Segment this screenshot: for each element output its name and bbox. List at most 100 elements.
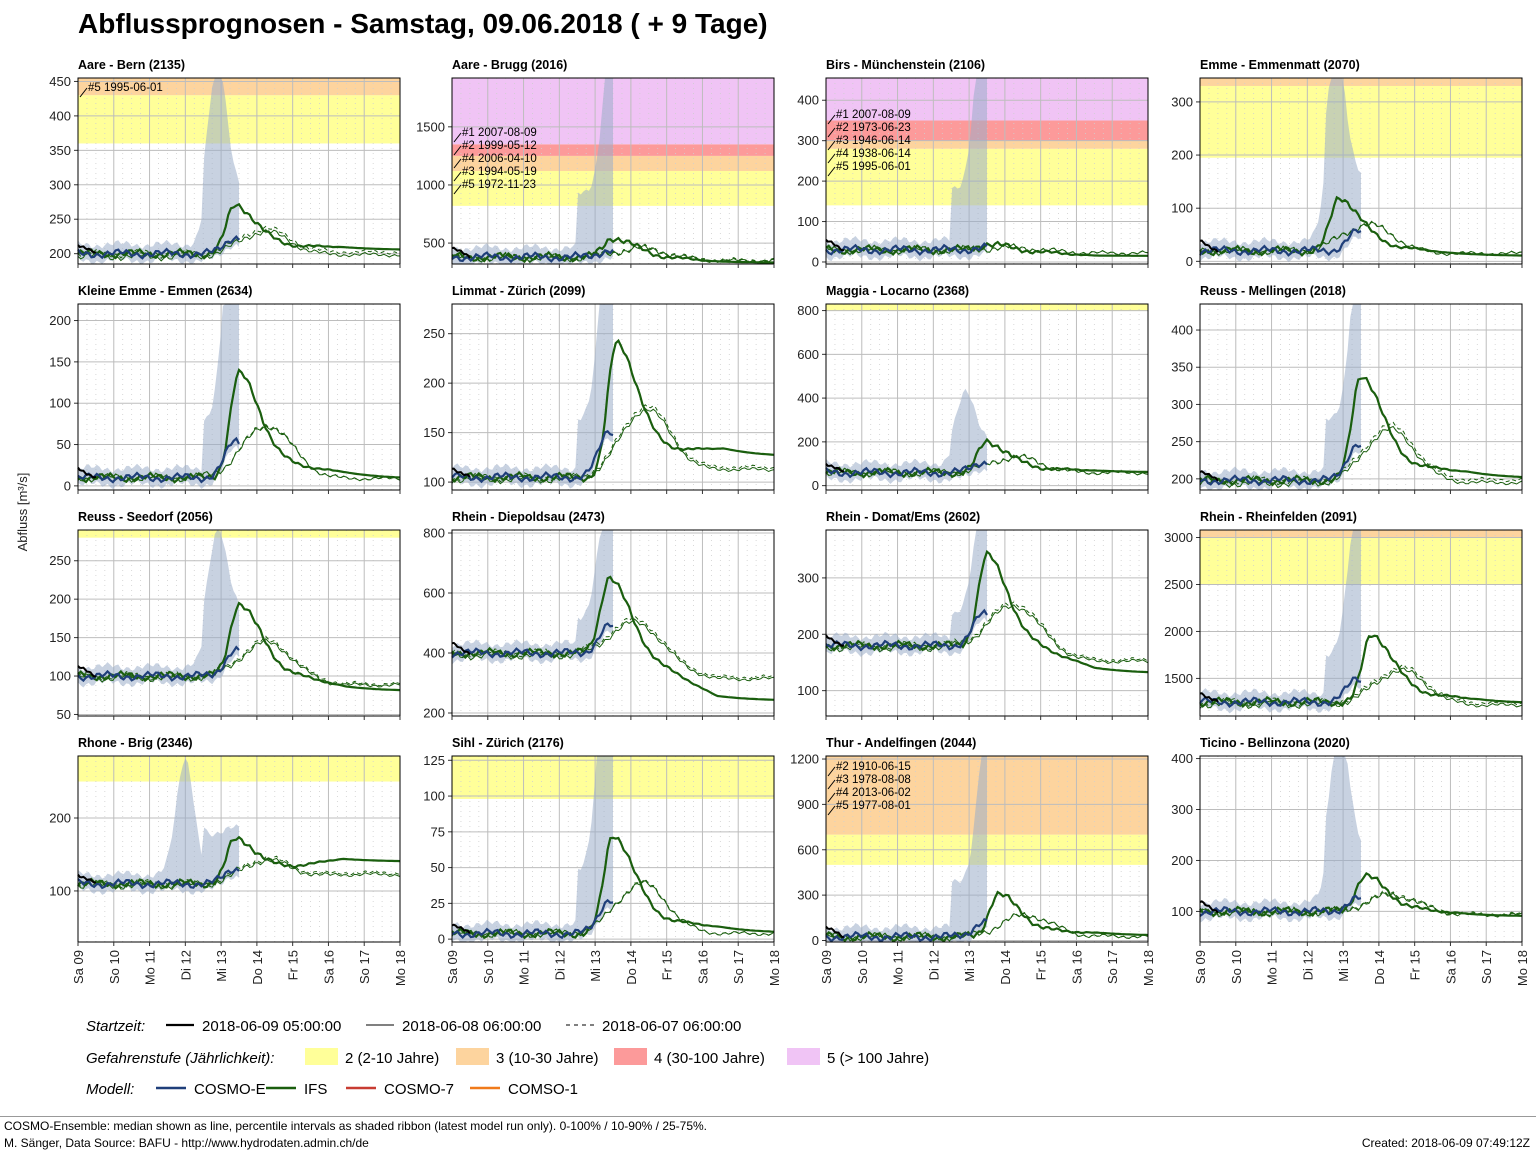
ifs-line xyxy=(825,890,1149,943)
panel-title: Rhone - Brig (2346) xyxy=(78,736,193,750)
footer-created: Created: 2018-06-09 07:49:12Z xyxy=(1361,1136,1530,1150)
panel-2: Aare - Brugg (2016) 500 1000 1500 #1 2007-08… xyxy=(416,58,775,268)
annotation-leader xyxy=(453,145,462,156)
return-period-annotation: #3 1946-06-14 xyxy=(836,135,911,147)
x-tick-label: Mo 18 xyxy=(1515,950,1530,986)
y-tick-label: 200 xyxy=(49,246,71,261)
x-tick-label: Di 12 xyxy=(552,950,567,980)
y-tick-label: 3000 xyxy=(1164,530,1193,545)
panel-title: Rhein - Rheinfelden (2091) xyxy=(1200,510,1357,524)
panel-1: Aare - Bern (2135) 200 250 300 350 400 450 #5 1… xyxy=(49,58,401,268)
cosmo-e-median xyxy=(451,248,614,264)
x-tick-label: Di 12 xyxy=(926,950,941,980)
legend-modell-item: COSMO-7 xyxy=(384,1081,454,1098)
cosmo-e-median xyxy=(77,235,240,260)
panel-frame xyxy=(825,303,1149,491)
y-tick-label: 1200 xyxy=(790,752,819,767)
y-tick-label: 200 xyxy=(49,592,71,607)
legend-gefahr-item: 5 (> 100 Jahre) xyxy=(827,1050,929,1067)
ifs-line xyxy=(1199,195,1522,257)
warning-band-level3 xyxy=(1200,78,1522,86)
x-tick-label: Sa 09 xyxy=(445,950,460,984)
y-tick-label: 50 xyxy=(57,707,71,722)
panel-frame xyxy=(825,77,1149,265)
panel-title: Emme - Emmenmatt (2070) xyxy=(1200,58,1360,72)
cosmo-e-median xyxy=(451,898,614,940)
y-tick-label: 500 xyxy=(423,236,445,251)
panel-frame xyxy=(451,529,775,717)
panel-frame xyxy=(451,303,775,491)
x-tick-label: Sa 16 xyxy=(1443,950,1458,984)
ifs-line xyxy=(825,437,1149,479)
ifs-line xyxy=(451,575,775,701)
ifs-line-old-run xyxy=(451,404,775,483)
x-tick-label: Fr 15 xyxy=(1034,950,1049,980)
cosmo-e-ribbon xyxy=(452,78,613,264)
cosmo-e-median xyxy=(1199,894,1362,917)
y-tick-label: 100 xyxy=(423,475,445,490)
ifs-line-old-run xyxy=(77,855,401,889)
footer-note: COSMO-Ensemble: median shown as line, pe… xyxy=(4,1119,708,1133)
y-tick-label: 400 xyxy=(423,646,445,661)
y-tick-label: 600 xyxy=(797,347,819,362)
y-tick-label: 50 xyxy=(431,860,445,875)
observed-line xyxy=(825,463,845,473)
y-tick-label: 600 xyxy=(423,586,445,601)
y-tick-label: 0 xyxy=(812,933,819,948)
y-tick-label: 350 xyxy=(49,143,71,158)
ifs-line-prev-run xyxy=(451,879,775,938)
cosmo-e-ribbon xyxy=(452,756,613,942)
warning-band-level2 xyxy=(78,756,400,782)
cosmo-e-ribbon xyxy=(826,530,987,657)
y-tick-label: 1000 xyxy=(416,177,445,192)
observed-line xyxy=(1199,470,1219,482)
cosmo-e-ribbon xyxy=(78,304,239,490)
x-tick-label: Fr 15 xyxy=(660,950,675,980)
annotation-leader xyxy=(827,114,836,125)
y-tick-label: 300 xyxy=(49,177,71,192)
x-tick-label: Mi 13 xyxy=(1336,950,1351,982)
return-period-annotation: #1 2007-08-09 xyxy=(462,127,537,139)
y-tick-label: 100 xyxy=(1171,201,1193,216)
y-tick-label: 800 xyxy=(423,526,445,541)
return-period-annotation: #4 2013-06-02 xyxy=(836,787,911,799)
y-tick-label: 400 xyxy=(797,93,819,108)
legend-gefahr-item: 3 (10-30 Jahre) xyxy=(496,1050,599,1067)
panel-frame xyxy=(77,77,401,265)
x-tick-label: Mo 18 xyxy=(393,950,408,986)
ifs-line-prev-run xyxy=(77,638,401,688)
ifs-line-old-run xyxy=(1199,664,1523,707)
x-tick-label: So 17 xyxy=(1479,950,1494,984)
y-tick-label: 800 xyxy=(797,303,819,318)
panel-title: Birs - Münchenstein (2106) xyxy=(826,58,985,72)
panel-frame xyxy=(1199,755,1523,943)
cosmo-e-ribbon xyxy=(826,388,987,484)
ifs-line xyxy=(77,601,401,692)
x-tick-label: Mo 11 xyxy=(143,950,158,985)
cosmo-e-ribbon xyxy=(452,304,613,489)
y-tick-label: 150 xyxy=(49,630,71,645)
panel-frame xyxy=(1199,303,1523,491)
y-tick-label: 2500 xyxy=(1164,577,1193,592)
observed-line xyxy=(451,641,471,656)
legend-gefahr-swatch xyxy=(456,1048,489,1065)
y-tick-label: 75 xyxy=(431,824,445,839)
cosmo-e-median xyxy=(1199,443,1362,487)
cosmo-e-median xyxy=(825,242,988,256)
panel-16: Ticino - Bellinzona (2020) 100 200 300 400 Sa… xyxy=(1171,736,1530,986)
annotation-leader xyxy=(827,140,836,151)
legend-modell-item: COMSO-1 xyxy=(508,1081,578,1098)
x-tick-label: Mo 11 xyxy=(517,950,532,985)
ifs-line xyxy=(77,835,401,890)
x-tick-label: Mi 13 xyxy=(214,950,229,982)
ifs-line-prev-run xyxy=(825,604,1149,664)
panel-title: Ticino - Bellinzona (2020) xyxy=(1200,736,1350,750)
panel-frame xyxy=(451,755,775,943)
y-tick-label: 200 xyxy=(49,811,71,826)
panel-title: Reuss - Seedorf (2056) xyxy=(78,510,213,524)
y-tick-label: 300 xyxy=(1171,94,1193,109)
y-tick-label: 450 xyxy=(49,74,71,89)
x-tick-label: So 10 xyxy=(1229,950,1244,984)
panel-title: Sihl - Zürich (2176) xyxy=(452,736,564,750)
x-tick-label: Mi 13 xyxy=(588,950,603,982)
